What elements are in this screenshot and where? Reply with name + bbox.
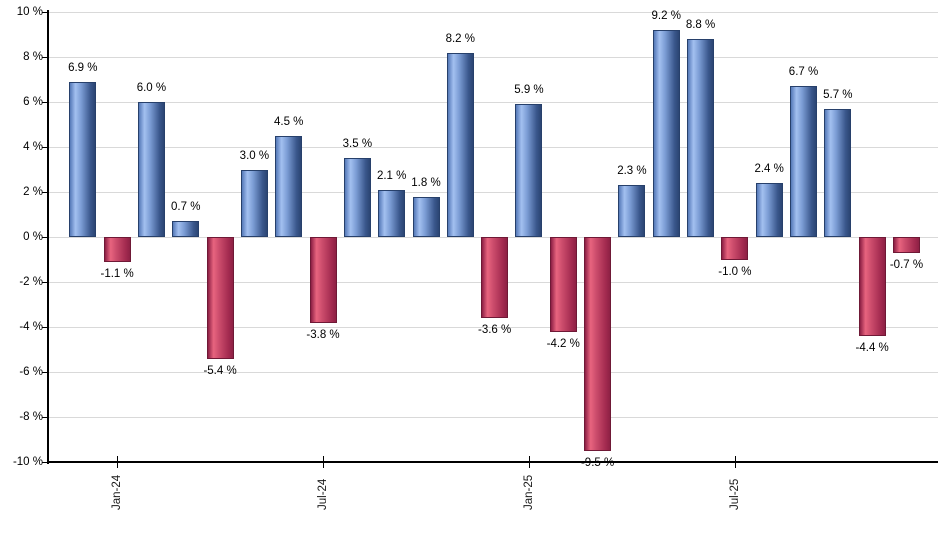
bar-value-label: 6.9 % [68, 61, 98, 74]
bar-value-label: -4.4 % [855, 342, 889, 354]
bar [172, 221, 200, 237]
bar [137, 102, 165, 237]
y-tick-mark [42, 57, 48, 58]
bar [858, 237, 886, 336]
bar-value-label: 0.7 % [171, 201, 201, 214]
y-axis-tick-label: -6 % [19, 366, 43, 378]
bar-value-label: -3.6 % [478, 324, 512, 336]
bar [275, 135, 303, 237]
y-axis-tick-label: -10 % [12, 456, 43, 468]
gridline [48, 57, 938, 58]
bar-value-label: -1.1 % [100, 267, 134, 280]
bar [721, 237, 749, 260]
bar [549, 237, 577, 332]
bar [378, 189, 406, 237]
bar-value-label: -5.4 % [203, 364, 237, 377]
gridline [48, 147, 938, 148]
bar-value-label: 6.7 % [788, 66, 819, 79]
y-axis-tick-label: -8 % [19, 411, 43, 423]
x-axis-line [47, 461, 938, 463]
gridline [48, 102, 938, 103]
y-tick-mark [42, 462, 48, 463]
x-tick-mark [323, 456, 325, 468]
gridline [48, 327, 938, 328]
bar-value-label: 2.3 % [617, 165, 647, 178]
bar-value-label: 6.0 % [136, 82, 167, 94]
bar [69, 81, 97, 237]
y-axis-tick-label: 8 % [23, 51, 43, 63]
bar-value-label: -4.2 % [546, 337, 580, 350]
y-axis-tick-label: 10 % [16, 6, 43, 18]
bar [824, 108, 852, 237]
bar [343, 158, 371, 237]
bar [240, 169, 268, 237]
bar-value-label: 8.8 % [685, 19, 716, 31]
y-axis-tick-label: 2 % [23, 186, 43, 198]
bar [206, 237, 234, 359]
bar-value-label: -3.8 % [306, 328, 340, 341]
bar-value-label: 8.2 % [445, 32, 476, 45]
y-axis-tick-label: -4 % [19, 321, 43, 333]
y-tick-mark [42, 192, 48, 193]
x-tick-mark [117, 456, 119, 468]
bar-value-label: 9.2 % [651, 10, 681, 22]
y-axis-tick-label: 0 % [23, 231, 43, 243]
y-tick-mark [42, 102, 48, 103]
bar-value-label: 4.5 % [274, 115, 304, 128]
bar-value-label: 1.8 % [411, 176, 441, 189]
y-axis-line [47, 10, 49, 464]
bar-value-label: -0.7 % [889, 258, 924, 271]
bar-value-label: 2.4 % [754, 163, 784, 175]
bar [790, 86, 818, 237]
bar [652, 30, 680, 237]
gridline [48, 372, 938, 373]
y-tick-mark [42, 372, 48, 373]
bar [481, 237, 509, 318]
bar-value-label: 5.7 % [823, 88, 853, 101]
gridline [48, 417, 938, 418]
bar-value-label: 2.1 % [376, 169, 407, 182]
x-tick-mark [734, 456, 736, 468]
bar [412, 196, 440, 237]
gridline [48, 12, 938, 13]
bar [618, 185, 646, 237]
bar [103, 237, 131, 262]
y-tick-mark [42, 147, 48, 148]
y-tick-mark [42, 327, 48, 328]
y-axis-tick-label: 6 % [23, 96, 43, 108]
bar-value-label: 3.0 % [239, 149, 270, 162]
bar [687, 39, 715, 237]
bar [309, 237, 337, 323]
y-tick-mark [42, 282, 48, 283]
bar [755, 183, 783, 237]
x-tick-mark [528, 456, 530, 468]
bar-value-label: 5.9 % [514, 84, 544, 97]
y-axis-tick-label: -2 % [19, 276, 43, 288]
y-tick-mark [42, 237, 48, 238]
bar-value-label: -1.0 % [718, 265, 752, 278]
bar [446, 52, 474, 237]
bar [515, 104, 543, 237]
gridline [48, 192, 938, 193]
bar [584, 237, 612, 451]
bar [892, 237, 920, 253]
y-tick-mark [42, 417, 48, 418]
y-axis-tick-label: 4 % [23, 141, 43, 153]
y-tick-mark [42, 12, 48, 13]
bar-value-label: 3.5 % [342, 138, 373, 151]
